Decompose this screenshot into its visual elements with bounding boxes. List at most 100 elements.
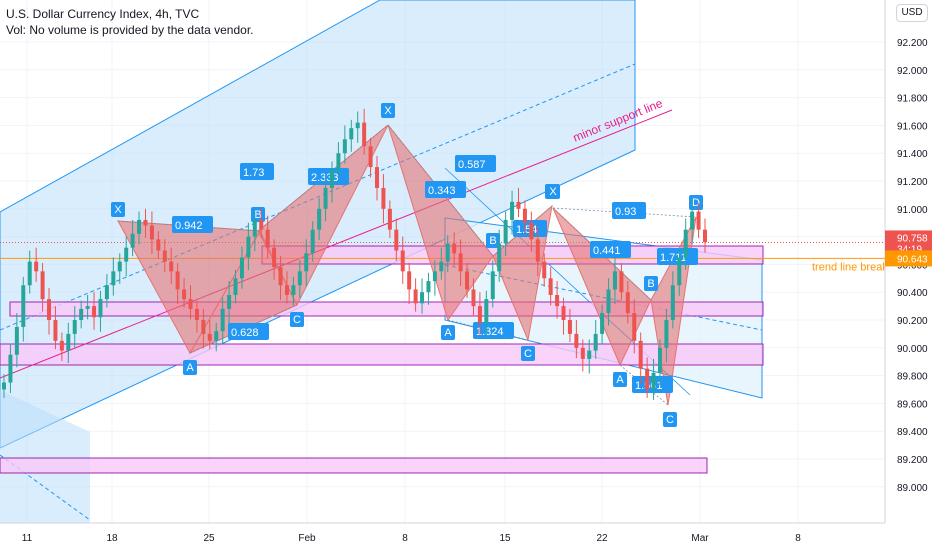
- ratio-badge[interactable]: [228, 323, 269, 340]
- pattern-point-badge[interactable]: [521, 346, 535, 361]
- candle[interactable]: [2, 382, 6, 390]
- support-zone[interactable]: [9, 301, 764, 317]
- candle[interactable]: [21, 285, 26, 327]
- candle[interactable]: [169, 261, 174, 272]
- candle[interactable]: [465, 271, 470, 290]
- candle[interactable]: [272, 247, 277, 268]
- candle[interactable]: [452, 243, 457, 254]
- ratio-badge[interactable]: [425, 181, 466, 198]
- candle[interactable]: [175, 271, 180, 290]
- candle[interactable]: [362, 122, 367, 147]
- candle[interactable]: [246, 236, 251, 258]
- candle[interactable]: [111, 271, 116, 286]
- candle[interactable]: [600, 313, 605, 334]
- candle[interactable]: [625, 292, 630, 314]
- candle[interactable]: [182, 289, 187, 300]
- pattern-point-badge[interactable]: [381, 103, 395, 118]
- candle[interactable]: [587, 350, 592, 359]
- candle[interactable]: [14, 326, 19, 355]
- candle[interactable]: [284, 285, 289, 295]
- candle[interactable]: [53, 320, 58, 341]
- candle[interactable]: [79, 308, 84, 320]
- candle[interactable]: [420, 292, 425, 304]
- candle[interactable]: [535, 239, 540, 262]
- candle[interactable]: [162, 250, 167, 262]
- ratio-badge[interactable]: [612, 202, 646, 219]
- candle[interactable]: [555, 294, 560, 307]
- candle[interactable]: [503, 219, 508, 244]
- ratio-badge[interactable]: [240, 163, 274, 180]
- candle[interactable]: [149, 225, 154, 240]
- ratio-badge[interactable]: [473, 322, 514, 339]
- candle[interactable]: [207, 333, 212, 341]
- candle[interactable]: [606, 289, 611, 314]
- candle[interactable]: [355, 122, 360, 129]
- price-axis[interactable]: [885, 0, 932, 550]
- candle[interactable]: [638, 340, 643, 369]
- candle[interactable]: [156, 239, 161, 251]
- candle[interactable]: [85, 306, 90, 309]
- candle[interactable]: [342, 139, 347, 154]
- candle[interactable]: [47, 299, 52, 320]
- candle[interactable]: [375, 167, 380, 188]
- candle[interactable]: [677, 257, 682, 286]
- pattern-point-badge[interactable]: [613, 372, 627, 387]
- pattern-point-badge[interactable]: [183, 360, 197, 375]
- candle[interactable]: [381, 187, 386, 209]
- candle[interactable]: [580, 347, 585, 359]
- candle[interactable]: [413, 289, 418, 304]
- candle[interactable]: [683, 229, 688, 258]
- candle[interactable]: [703, 229, 707, 243]
- candle[interactable]: [439, 261, 444, 272]
- pattern-point-badge[interactable]: [111, 202, 125, 217]
- candle[interactable]: [574, 333, 579, 348]
- candle[interactable]: [188, 299, 193, 309]
- candle[interactable]: [612, 271, 617, 290]
- candle[interactable]: [690, 211, 695, 230]
- candle[interactable]: [471, 289, 476, 307]
- candle[interactable]: [265, 229, 270, 248]
- candle[interactable]: [407, 271, 412, 290]
- candle[interactable]: [137, 219, 142, 234]
- candle[interactable]: [34, 261, 39, 272]
- candle[interactable]: [227, 294, 232, 309]
- candle[interactable]: [194, 308, 199, 320]
- candle[interactable]: [522, 208, 527, 223]
- candle[interactable]: [516, 201, 521, 209]
- minor-support-line[interactable]: [0, 109, 673, 379]
- candle[interactable]: [130, 233, 135, 248]
- candle[interactable]: [400, 250, 405, 272]
- candle[interactable]: [40, 271, 45, 300]
- candle[interactable]: [567, 320, 572, 334]
- support-zone[interactable]: [0, 343, 764, 366]
- candle[interactable]: [696, 211, 701, 230]
- candle[interactable]: [233, 278, 238, 295]
- candle[interactable]: [593, 333, 598, 351]
- candle[interactable]: [104, 285, 109, 300]
- candle[interactable]: [98, 299, 103, 318]
- candle[interactable]: [27, 261, 32, 286]
- candle[interactable]: [143, 219, 148, 226]
- candle[interactable]: [66, 333, 71, 351]
- candle[interactable]: [259, 219, 264, 230]
- candle[interactable]: [651, 372, 656, 390]
- candle[interactable]: [349, 128, 354, 140]
- candle[interactable]: [72, 320, 77, 334]
- candle[interactable]: [426, 281, 431, 293]
- candle[interactable]: [432, 271, 437, 282]
- candle[interactable]: [542, 261, 547, 279]
- candle[interactable]: [201, 320, 206, 334]
- candle[interactable]: [645, 368, 650, 390]
- candle[interactable]: [304, 253, 309, 272]
- pattern-point-badge[interactable]: [441, 325, 455, 340]
- candle[interactable]: [252, 219, 257, 237]
- candle[interactable]: [220, 308, 225, 332]
- candle[interactable]: [657, 347, 662, 373]
- pattern-point-badge[interactable]: [546, 184, 560, 199]
- candle[interactable]: [92, 306, 97, 318]
- candle[interactable]: [124, 247, 129, 262]
- candle[interactable]: [59, 340, 64, 351]
- candle[interactable]: [336, 153, 341, 170]
- candle[interactable]: [490, 271, 495, 300]
